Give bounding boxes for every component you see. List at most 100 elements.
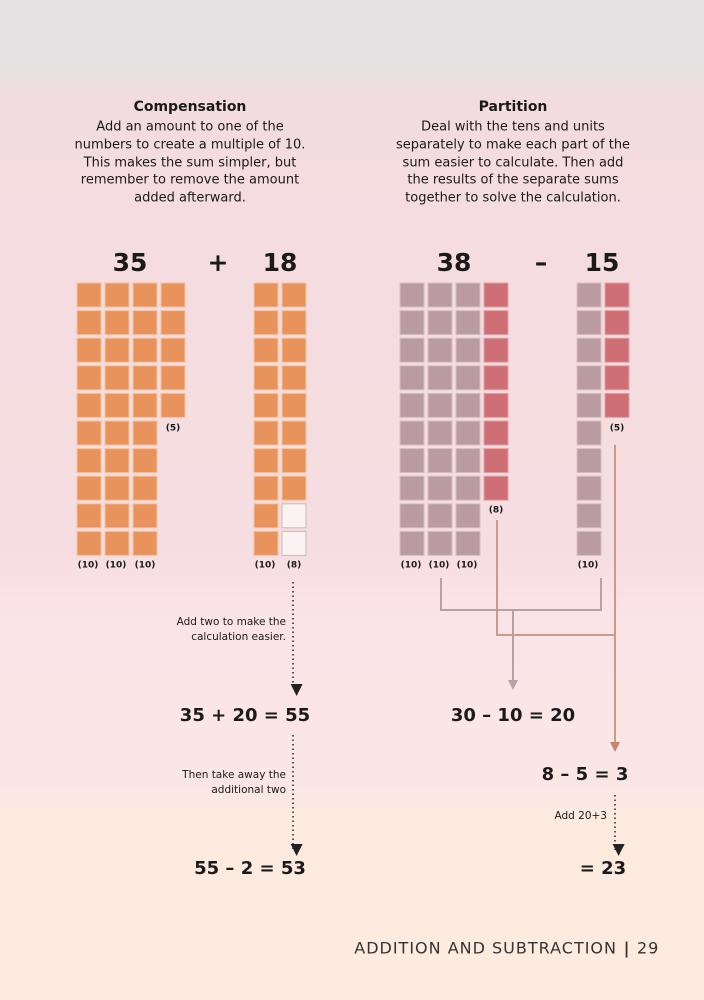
block [253, 475, 279, 501]
block [483, 337, 509, 363]
footer-separator: | [624, 939, 631, 959]
block [455, 503, 481, 529]
block [483, 365, 509, 391]
block [281, 392, 307, 418]
block [76, 282, 102, 308]
block [76, 365, 102, 391]
connector [496, 445, 616, 748]
block [132, 475, 158, 501]
block [399, 392, 425, 418]
arrowhead [508, 680, 518, 690]
right-description: separately to make each part of the [396, 138, 630, 153]
block-label: (10) [457, 561, 478, 571]
note: Then take away the [181, 769, 286, 781]
block [483, 448, 509, 474]
block [427, 530, 453, 556]
block [160, 310, 186, 336]
block [132, 448, 158, 474]
block [604, 337, 630, 363]
block [399, 475, 425, 501]
left-description: Add an amount to one of the [96, 120, 283, 135]
block [253, 365, 279, 391]
block [427, 365, 453, 391]
right-title: Partition [479, 99, 548, 115]
block [253, 282, 279, 308]
equation: 8 – 5 = 3 [542, 764, 629, 785]
block [604, 392, 630, 418]
block [160, 365, 186, 391]
block [76, 503, 102, 529]
block [132, 282, 158, 308]
block [253, 448, 279, 474]
block [132, 365, 158, 391]
block [104, 420, 130, 446]
block [455, 392, 481, 418]
block [104, 475, 130, 501]
block [253, 530, 279, 556]
block [399, 503, 425, 529]
block-label: (10) [78, 561, 99, 571]
block [76, 448, 102, 474]
block [104, 392, 130, 418]
block [399, 310, 425, 336]
block [76, 530, 102, 556]
block [253, 337, 279, 363]
block [455, 310, 481, 336]
footer-page: 29 [637, 939, 659, 958]
block [455, 530, 481, 556]
block [483, 282, 509, 308]
block [399, 448, 425, 474]
block [427, 420, 453, 446]
block [427, 392, 453, 418]
block [253, 420, 279, 446]
operand: 15 [585, 248, 620, 277]
block-label: (10) [135, 561, 156, 571]
block-label: (10) [578, 561, 599, 571]
block [253, 392, 279, 418]
block-label: (5) [166, 424, 181, 434]
block [281, 475, 307, 501]
block [576, 282, 602, 308]
left-description: added afterward. [134, 191, 246, 206]
footer-section: ADDITION AND SUBTRACTION [354, 939, 617, 958]
block [427, 282, 453, 308]
operand: 35 [113, 248, 148, 277]
block [576, 530, 602, 556]
block [576, 475, 602, 501]
block [455, 337, 481, 363]
block [604, 310, 630, 336]
equation: 35 + 20 = 55 [180, 705, 310, 726]
block [427, 337, 453, 363]
block [483, 475, 509, 501]
block [483, 392, 509, 418]
block [281, 337, 307, 363]
block [253, 310, 279, 336]
equation: 30 – 10 = 20 [451, 705, 575, 726]
block-label: (8) [287, 561, 302, 571]
block [132, 420, 158, 446]
block [399, 282, 425, 308]
block [104, 282, 130, 308]
left-description: numbers to create a multiple of 10. [75, 138, 306, 153]
block [132, 530, 158, 556]
block [281, 282, 307, 308]
block [104, 530, 130, 556]
block [576, 420, 602, 446]
right-description: sum easier to calculate. Then add [403, 156, 624, 171]
block [160, 337, 186, 363]
note: calculation easier. [191, 631, 286, 643]
block-label: (8) [489, 506, 504, 516]
left-description: remember to remove the amount [81, 173, 299, 188]
block [104, 448, 130, 474]
block [281, 530, 307, 556]
block [399, 337, 425, 363]
block [281, 310, 307, 336]
arrowhead [610, 742, 620, 752]
block [427, 310, 453, 336]
block [427, 448, 453, 474]
blocks [76, 282, 630, 556]
block [253, 503, 279, 529]
block [160, 282, 186, 308]
